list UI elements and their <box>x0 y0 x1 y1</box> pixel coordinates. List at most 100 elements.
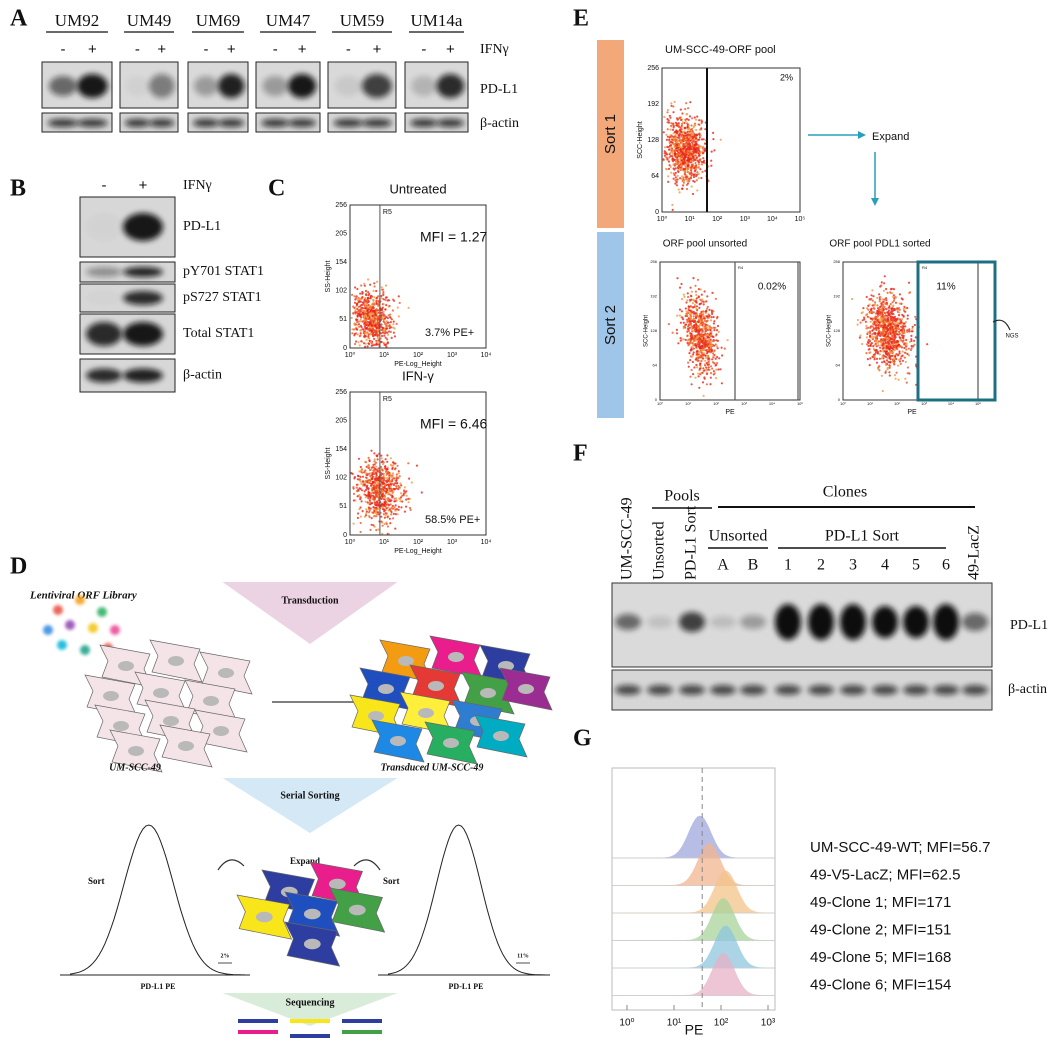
event-dot <box>376 490 378 492</box>
event-dot <box>889 327 891 329</box>
event-dot <box>357 517 359 519</box>
event-dot <box>670 146 672 148</box>
x-tick-label: 10⁰ <box>840 401 846 406</box>
event-dot <box>905 348 907 350</box>
y-tick-label: 0 <box>343 532 347 539</box>
event-dot <box>387 483 389 485</box>
event-dot <box>691 165 693 167</box>
event-dot <box>359 344 361 346</box>
event-dot <box>364 490 366 492</box>
y-tick-label: 128 <box>833 328 840 333</box>
lane-sign: + <box>227 41 236 58</box>
event-dot <box>680 337 682 339</box>
y-tick-label: 205 <box>335 417 347 424</box>
event-dot <box>389 324 391 326</box>
event-dot <box>694 304 696 306</box>
event-dot <box>914 316 916 318</box>
event-dot <box>899 302 901 304</box>
event-dot <box>908 372 910 374</box>
event-dot <box>696 134 698 136</box>
event-dot <box>375 290 377 292</box>
event-dot <box>699 369 701 371</box>
event-dot <box>698 330 700 332</box>
event-dot <box>859 337 861 339</box>
event-dot <box>710 339 712 341</box>
event-dot <box>384 344 386 346</box>
event-dot <box>359 293 361 295</box>
event-dot <box>355 340 357 342</box>
event-dot <box>391 465 393 467</box>
event-dot <box>872 356 874 358</box>
event-dot <box>704 290 706 292</box>
event-dot <box>711 292 713 294</box>
lane-sign: + <box>139 177 148 194</box>
event-dot <box>695 330 697 332</box>
event-dot <box>690 287 692 289</box>
event-dot <box>381 489 383 491</box>
event-dot <box>907 314 909 316</box>
event-dot <box>686 331 688 333</box>
event-dot <box>691 330 693 332</box>
event-dot <box>385 304 387 306</box>
event-dot <box>704 363 706 365</box>
event-dot <box>865 321 867 323</box>
event-dot <box>405 506 407 508</box>
event-dot <box>906 382 908 384</box>
event-dot <box>690 137 692 139</box>
event-dot <box>866 343 868 345</box>
event-dot <box>384 523 386 525</box>
event-dot <box>890 338 892 340</box>
event-dot <box>369 472 371 474</box>
event-dot <box>669 117 671 119</box>
event-dot <box>715 377 717 379</box>
x-tick-label: 10³ <box>761 1018 776 1029</box>
event-dot <box>369 284 371 286</box>
event-dot <box>892 348 894 350</box>
event-dot <box>390 511 392 513</box>
event-dot <box>382 525 384 527</box>
event-dot <box>376 513 378 515</box>
event-dot <box>361 291 363 293</box>
event-dot <box>385 308 387 310</box>
event-dot <box>712 336 714 338</box>
blot-band <box>615 614 641 630</box>
event-dot <box>421 491 423 493</box>
event-dot <box>890 288 892 290</box>
event-dot <box>879 285 881 287</box>
group-label: Clones <box>823 484 867 501</box>
event-dot <box>711 313 713 315</box>
event-dot <box>365 496 367 498</box>
cell-line: UM69 <box>196 11 240 30</box>
event-dot <box>895 302 897 304</box>
event-dot <box>861 312 863 314</box>
event-dot <box>354 302 356 304</box>
sample-label: 49-Clone 6; MFI=154 <box>810 976 951 993</box>
event-dot <box>668 168 670 170</box>
blot-band <box>647 616 673 628</box>
y-tick-label: 205 <box>335 230 347 237</box>
event-dot <box>666 139 668 141</box>
blot-band <box>962 685 988 695</box>
event-dot <box>711 368 713 370</box>
event-dot <box>896 307 898 309</box>
event-dot <box>866 296 868 298</box>
event-dot <box>897 354 899 356</box>
event-dot <box>385 316 387 318</box>
event-dot <box>875 312 877 314</box>
event-dot <box>875 316 877 318</box>
x-tick-label: 10¹ <box>379 352 390 359</box>
event-dot <box>898 319 900 321</box>
blot-band <box>218 119 244 127</box>
blot-band <box>261 119 289 127</box>
event-dot <box>373 296 375 298</box>
event-dot <box>687 159 689 161</box>
event-dot <box>876 297 878 299</box>
event-dot <box>903 347 905 349</box>
event-dot <box>369 499 371 501</box>
event-dot <box>356 487 358 489</box>
event-dot <box>690 317 692 319</box>
event-dot <box>400 492 402 494</box>
event-dot <box>382 491 384 493</box>
event-dot <box>386 461 388 463</box>
x-axis-label: PE <box>725 409 735 416</box>
